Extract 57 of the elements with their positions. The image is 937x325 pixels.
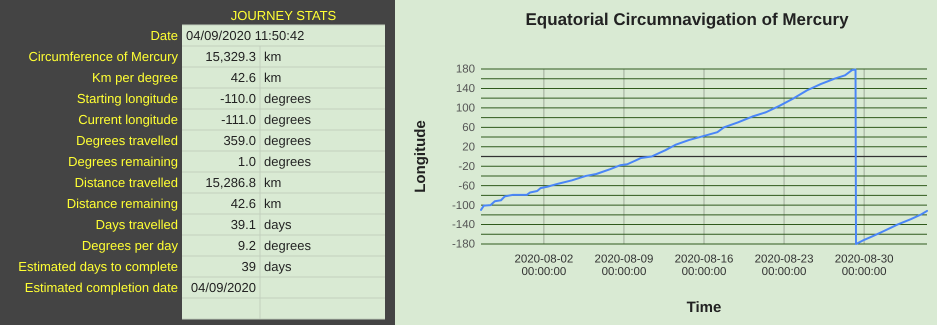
y-tick-label: 60	[462, 122, 475, 134]
y-tick-label: 100	[456, 102, 475, 115]
y-axis-title: Longitude	[412, 120, 429, 193]
x-tick-label: 2020-08-23 00:00:00	[754, 253, 814, 278]
y-tick-label: 180	[456, 64, 475, 76]
category-label: Estimated completion date	[24, 280, 178, 295]
text: 15,329.3	[205, 49, 256, 64]
text: km	[264, 196, 282, 211]
text: degrees	[264, 91, 311, 106]
category-label: Degrees remaining	[68, 154, 178, 169]
x-tick-label: 2020-08-09 00:00:00	[594, 253, 654, 278]
category-label: Km per degree	[92, 70, 178, 85]
category-label: Estimated days to complete	[18, 259, 178, 274]
text: 04/09/2020	[190, 280, 256, 295]
chart-title: Equatorial Circumnavigation of Mercury	[525, 10, 850, 29]
x-axis-title: Time	[686, 299, 722, 316]
text: 15,286.8	[205, 175, 256, 190]
text: JOURNEY STATS	[230, 8, 337, 23]
text: 39.1	[230, 217, 256, 232]
category-label: Current longitude	[78, 112, 178, 127]
text: 39	[242, 259, 256, 274]
y-tick-label: 140	[456, 83, 475, 96]
text: -111.0	[221, 112, 256, 127]
category-label: Degrees travelled	[76, 133, 178, 148]
text: km	[264, 175, 282, 190]
text: km	[264, 70, 282, 85]
y-tick-label: -180	[452, 238, 475, 251]
y-tick-label: -20	[458, 160, 475, 173]
text: 42.6	[230, 196, 256, 211]
x-tick-label: 2020-08-16 00:00:00	[674, 253, 734, 278]
text: days	[264, 217, 292, 232]
text: degrees	[264, 238, 311, 253]
text: degrees	[264, 154, 311, 169]
category-label: Starting longitude	[76, 91, 178, 106]
x-tick-label: 2020-08-02 00:00:00	[514, 253, 574, 278]
text: 9.2	[238, 238, 256, 253]
y-tick-label: -60	[458, 180, 475, 192]
text: -110.0	[220, 91, 256, 106]
category-label: Circumference of Mercury	[28, 49, 178, 64]
y-tick-label: 20	[462, 141, 475, 154]
category-label: Distance travelled	[74, 175, 178, 190]
text: km	[264, 49, 282, 64]
line-series	[480, 68, 928, 245]
text: degrees	[264, 133, 311, 148]
category-label: Date	[150, 28, 178, 43]
text: 359.0	[223, 133, 256, 148]
text: 42.6	[230, 70, 256, 85]
y-tick-label: -100	[452, 200, 475, 212]
category-label: Distance remaining	[66, 196, 178, 211]
y-tick-label: -140	[452, 219, 475, 232]
text: 04/09/2020 11:50:42	[186, 28, 304, 43]
text: degrees	[264, 112, 311, 127]
text: days	[264, 259, 292, 274]
text: 1.0	[238, 154, 256, 169]
category-label: Days travelled	[96, 217, 178, 232]
category-label: Degrees per day	[82, 238, 178, 253]
x-tick-label: 2020-08-30 00:00:00	[834, 253, 894, 278]
